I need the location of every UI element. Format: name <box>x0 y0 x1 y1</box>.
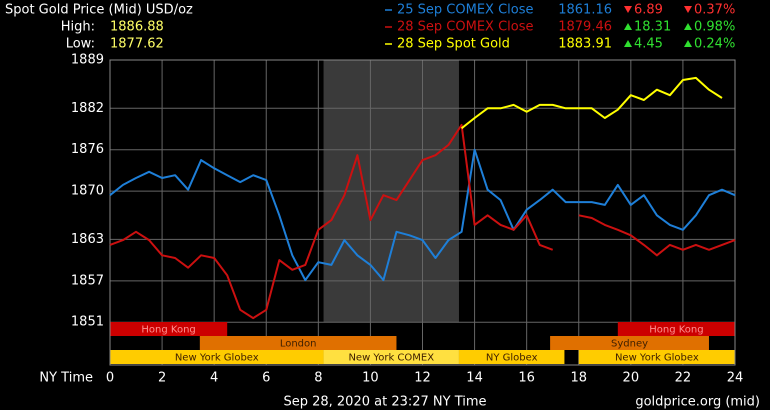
session-label: NY Globex <box>486 353 538 364</box>
legend-name: 25 Sep COMEX Close <box>397 3 534 18</box>
session-bar <box>199 336 397 350</box>
y-tick-label: 1851 <box>71 315 104 330</box>
x-tick-label: 16 <box>518 371 535 386</box>
session-label: London <box>280 339 317 350</box>
change-arrow <box>684 23 692 30</box>
legend-price: 1883.91 <box>558 37 612 52</box>
x-tick-label: 20 <box>623 371 640 386</box>
legend-price: 1861.16 <box>558 3 612 18</box>
y-tick-label: 1882 <box>71 101 104 116</box>
change-arrow <box>624 40 632 47</box>
price-line <box>460 76 723 130</box>
legend-change: 0.37% <box>694 3 735 18</box>
x-tick-label: 2 <box>158 371 166 386</box>
plot-border <box>109 59 736 366</box>
legend-name: 28 Sep COMEX Close <box>397 20 534 35</box>
x-tick-label: 14 <box>466 371 483 386</box>
legend-change: 0.98% <box>694 20 735 35</box>
low-label: Low: <box>66 37 95 52</box>
x-tick-label: 24 <box>727 371 744 386</box>
session-label: New York Globex <box>615 353 699 364</box>
session-label: New York Globex <box>175 353 259 364</box>
change-arrow <box>684 6 692 13</box>
y-tick-label: 1889 <box>71 53 104 68</box>
session-bar <box>578 350 735 364</box>
change-arrow <box>684 40 692 47</box>
x-tick-label: 12 <box>414 371 431 386</box>
x-tick-label: 8 <box>314 371 322 386</box>
source: goldprice.org (mid) <box>635 395 760 410</box>
price-line <box>109 123 736 320</box>
x-tick-label: 6 <box>262 371 270 386</box>
legend-name: 28 Sep Spot Gold <box>397 37 510 52</box>
y-tick-label: 1870 <box>71 184 104 199</box>
high-value: 1886.88 <box>110 20 164 35</box>
change-arrow <box>624 23 632 30</box>
x-axis-label: NY Time <box>39 371 93 386</box>
x-tick-label: 4 <box>210 371 218 386</box>
x-tick-label: 22 <box>675 371 692 386</box>
low-value: 1877.62 <box>110 37 164 52</box>
y-tick-label: 1857 <box>71 273 104 288</box>
legend-change: 18.31 <box>634 20 671 35</box>
y-tick-label: 1876 <box>71 142 104 157</box>
session-label: New York COMEX <box>348 353 434 364</box>
session-label: Hong Kong <box>141 325 195 336</box>
session-bar <box>110 322 228 336</box>
session-bar <box>617 322 735 336</box>
session-label: Sydney <box>611 339 648 350</box>
high-label: High: <box>61 20 95 35</box>
y-tick-label: 1863 <box>71 232 104 247</box>
session-bar <box>323 350 459 364</box>
legend-change: 0.24% <box>694 37 735 52</box>
legend-change: 6.89 <box>634 3 663 18</box>
legend-change: 4.45 <box>634 37 663 52</box>
price-line <box>109 148 736 282</box>
session-bar <box>458 350 565 364</box>
x-tick-label: 18 <box>570 371 587 386</box>
session-bar <box>110 350 324 364</box>
change-arrow <box>624 6 632 13</box>
session-bar <box>550 336 709 350</box>
x-tick-label: 10 <box>362 371 379 386</box>
x-tick-label: 0 <box>106 371 114 386</box>
legend-price: 1879.46 <box>558 20 612 35</box>
session-label: Hong Kong <box>649 325 703 336</box>
timestamp: Sep 28, 2020 at 23:27 NY Time <box>283 395 486 410</box>
chart-title: Spot Gold Price (Mid) USD/oz <box>5 3 193 18</box>
